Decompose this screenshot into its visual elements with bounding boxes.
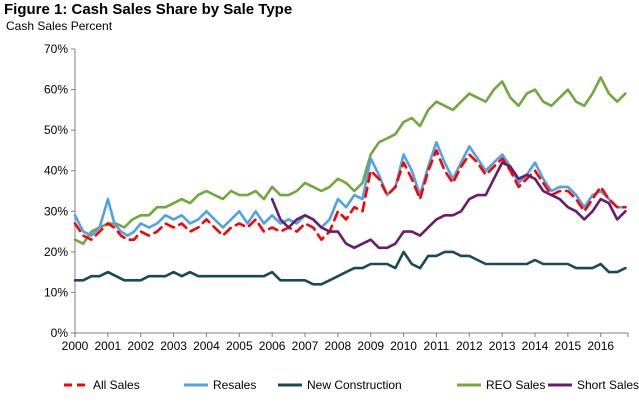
y-tick-label: 30%	[44, 204, 68, 218]
x-tick-label: 2016	[587, 339, 614, 353]
legend-label: Short Sales	[577, 378, 639, 392]
x-tick-label: 2009	[357, 339, 384, 353]
y-tick-label: 50%	[44, 123, 68, 137]
x-tick-label: 2015	[555, 339, 582, 353]
y-tick-label: 70%	[44, 42, 68, 56]
chart-title: Figure 1: Cash Sales Share by Sale Type	[4, 1, 293, 18]
legend-label: New Construction	[307, 378, 402, 392]
x-tick-label: 2014	[522, 339, 549, 353]
series-line-new-construction	[73, 250, 627, 286]
legend-label: REO Sales	[486, 378, 545, 392]
x-tick-label: 2007	[292, 339, 319, 353]
x-tick-label: 2002	[127, 339, 154, 353]
x-tick-label: 2010	[390, 339, 417, 353]
y-tick-label: 0%	[51, 326, 69, 340]
x-tick-label: 2001	[95, 339, 122, 353]
series-line-reo-sales	[73, 76, 627, 245]
y-tick-label: 40%	[44, 164, 68, 178]
x-tick-label: 2005	[226, 339, 253, 353]
x-tick-label: 2008	[325, 339, 352, 353]
series-line-all-sales	[73, 149, 627, 241]
x-tick-label: 2003	[160, 339, 187, 353]
series-line-short-sales	[270, 161, 627, 250]
series-line-resales	[73, 141, 627, 237]
x-tick-label: 2000	[62, 339, 89, 353]
x-tick-label: 2006	[259, 339, 286, 353]
x-tick-label: 2011	[424, 339, 450, 353]
legend-label: Resales	[213, 378, 256, 392]
y-tick-label: 20%	[44, 245, 68, 259]
x-tick-label: 2004	[193, 339, 220, 353]
legend-label: All Sales	[93, 378, 140, 392]
y-tick-label: 10%	[44, 285, 68, 299]
x-tick-label: 2012	[456, 339, 483, 353]
x-tick-label: 2013	[489, 339, 516, 353]
y-tick-label: 60%	[44, 83, 68, 97]
chart-subtitle: Cash Sales Percent	[6, 19, 113, 33]
